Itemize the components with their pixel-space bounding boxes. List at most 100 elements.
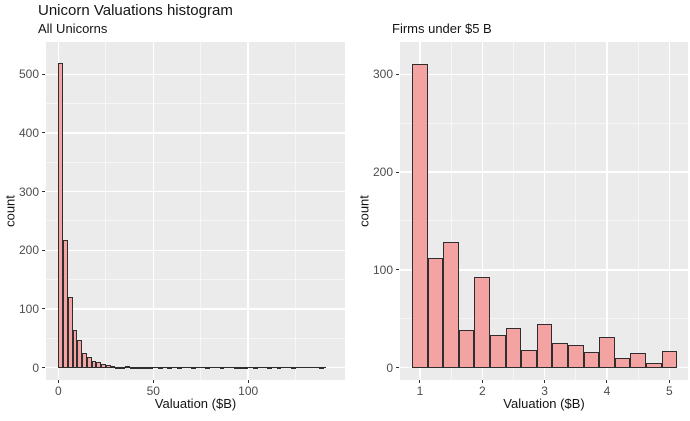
x-tick-label: 0	[54, 384, 62, 398]
gridline-major-vertical	[606, 42, 608, 380]
gridline-major-vertical	[152, 42, 154, 380]
gridline-minor-vertical	[575, 42, 577, 380]
gridline-major-horizontal	[46, 308, 345, 310]
y-tick-mark	[42, 249, 45, 251]
y-tick-label: 500	[18, 67, 39, 82]
gridline-minor-vertical	[295, 42, 297, 380]
histogram-bar	[599, 337, 615, 368]
histogram-bar	[77, 340, 83, 368]
histogram-bar	[143, 366, 149, 369]
y-tick-label: 300	[372, 67, 393, 82]
histogram-bar	[120, 366, 125, 369]
gridline-major-horizontal	[400, 73, 688, 76]
histogram-bar	[583, 352, 600, 368]
histogram-bar	[86, 356, 92, 368]
histogram-bar	[427, 258, 444, 368]
y-axis-title: count	[356, 195, 372, 227]
x-tick-mark	[247, 380, 249, 383]
gridline-major-horizontal	[400, 366, 688, 369]
gridline-major-horizontal	[46, 132, 345, 134]
gridline-minor-vertical	[105, 42, 107, 380]
gridline-minor-vertical	[637, 42, 639, 380]
histogram-bar	[63, 239, 68, 368]
y-tick-mark	[42, 308, 45, 310]
gridline-minor-horizontal	[46, 337, 345, 339]
histogram-bar	[614, 357, 631, 368]
histogram-bar	[290, 366, 296, 369]
histogram-bar	[568, 345, 584, 368]
histogram-bar	[252, 366, 258, 369]
x-tick-label: 100	[238, 384, 259, 398]
histogram-bar	[552, 343, 568, 368]
y-tick-mark	[42, 191, 45, 193]
x-tick-label: 5	[665, 384, 673, 398]
histogram-bar	[205, 366, 211, 369]
gridline-minor-horizontal	[46, 279, 345, 281]
x-axis-title: Valuation ($B)	[154, 396, 237, 411]
panel-subtitle: All Unicorns	[38, 21, 108, 36]
y-tick-label: 0	[32, 360, 39, 375]
histogram-bar	[267, 366, 272, 369]
histogram-bar	[661, 351, 678, 368]
x-tick-mark	[668, 380, 670, 383]
histogram-bar	[115, 366, 121, 369]
y-tick-label: 400	[18, 125, 39, 140]
gridline-minor-vertical	[512, 42, 514, 380]
chart-title: Unicorn Valuations histogram	[38, 2, 233, 19]
histogram-bar	[82, 353, 87, 368]
y-tick-mark	[42, 73, 45, 75]
histogram-bar	[521, 350, 537, 368]
histogram-bar	[238, 366, 244, 369]
histogram-bar	[110, 365, 116, 368]
histogram-bar	[243, 366, 249, 369]
x-tick-mark	[57, 380, 59, 383]
histogram-bar	[490, 335, 506, 368]
histogram-bar	[536, 323, 553, 368]
histogram-bar	[276, 366, 282, 369]
y-tick-mark	[396, 171, 399, 173]
gridline-minor-vertical	[450, 42, 452, 380]
gridline-major-horizontal	[400, 171, 688, 173]
histogram-bar	[412, 64, 428, 368]
histogram-bar	[72, 329, 78, 368]
y-tick-label: 100	[18, 301, 39, 316]
gridline-major-horizontal	[46, 190, 345, 193]
gridline-minor-vertical	[200, 42, 202, 380]
histogram-bar	[443, 241, 459, 368]
y-tick-mark	[396, 367, 399, 369]
histogram-bar	[645, 362, 662, 368]
gridline-major-vertical	[247, 42, 249, 380]
x-tick-mark	[606, 380, 608, 383]
histogram-bar	[96, 362, 102, 368]
histogram-bar	[474, 276, 491, 368]
x-tick-label: 50	[146, 384, 160, 398]
histogram-bar	[148, 366, 154, 369]
gridline-minor-horizontal	[46, 161, 345, 163]
y-tick-mark	[42, 367, 45, 369]
x-tick-label: 3	[541, 384, 548, 398]
y-tick-mark	[396, 269, 399, 271]
x-tick-mark	[152, 380, 154, 383]
x-tick-label: 2	[478, 384, 486, 398]
plot-panel	[46, 42, 345, 380]
y-tick-mark	[42, 132, 45, 134]
y-tick-label: 300	[18, 184, 39, 199]
histogram-bar	[124, 365, 130, 368]
x-tick-mark	[481, 380, 483, 383]
histogram-bar	[67, 297, 73, 368]
x-tick-mark	[544, 380, 546, 383]
panel-subtitle: Firms under $5 B	[392, 21, 492, 36]
y-tick-mark	[396, 73, 399, 75]
x-tick-label: 1	[416, 384, 424, 398]
gridline-minor-horizontal	[46, 103, 345, 105]
histogram-bar	[158, 366, 163, 369]
histogram-bar	[129, 366, 135, 369]
histogram-bar	[167, 366, 173, 369]
gridline-major-horizontal	[400, 269, 688, 271]
histogram-bar	[105, 364, 111, 368]
histogram-bar	[458, 329, 475, 368]
y-tick-label: 100	[372, 262, 393, 277]
histogram-bar	[176, 366, 182, 369]
y-tick-label: 200	[18, 243, 39, 258]
